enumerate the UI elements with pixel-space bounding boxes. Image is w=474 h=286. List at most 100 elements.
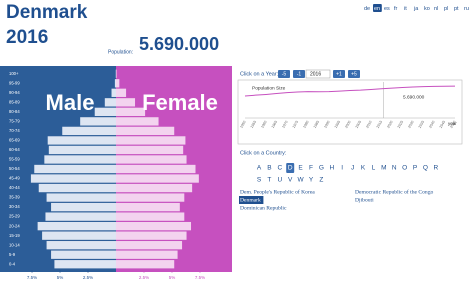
female-bar xyxy=(116,212,185,221)
country-link[interactable]: Djibouti xyxy=(355,197,374,203)
male-bar xyxy=(48,145,117,155)
x-tick-label: 2000 xyxy=(344,120,351,129)
country-title: Denmark xyxy=(6,2,88,23)
age-label: 60-64 xyxy=(9,147,20,152)
female-bar xyxy=(116,88,127,97)
female-bar xyxy=(116,164,196,174)
language-link[interactable]: es xyxy=(384,6,390,12)
letter-link[interactable]: E xyxy=(298,165,303,172)
letter-link[interactable]: M xyxy=(381,165,386,172)
female-bar xyxy=(116,202,180,212)
year-control-label: Click on a Year: xyxy=(240,71,279,77)
year-input[interactable] xyxy=(305,69,331,79)
x-tick-label: 1960 xyxy=(260,120,267,129)
letter-link[interactable]: R xyxy=(433,165,438,172)
x-tick-label: 7.5% xyxy=(195,275,205,280)
language-link[interactable]: fr xyxy=(394,6,398,12)
x-tick-label: 2005 xyxy=(355,120,362,129)
language-link[interactable]: ja xyxy=(413,6,419,12)
female-bar xyxy=(116,221,192,231)
female-bar xyxy=(116,107,146,117)
male-bar xyxy=(42,231,116,240)
x-tick-label: 1955 xyxy=(250,120,257,129)
letter-link[interactable]: Q xyxy=(423,165,428,172)
population-value: 5.690.000 xyxy=(139,34,219,54)
letter-link[interactable]: O xyxy=(402,165,407,172)
age-label: 95-99 xyxy=(9,80,20,85)
age-label: 20-24 xyxy=(9,223,20,228)
female-bar xyxy=(116,79,120,88)
x-tick-label: 1965 xyxy=(271,120,278,129)
year-input-value[interactable]: 2016 xyxy=(310,72,321,78)
language-link[interactable]: nl xyxy=(434,6,438,12)
letter-link[interactable]: K xyxy=(361,165,366,172)
male-bar xyxy=(104,98,116,107)
letter-link[interactable]: J xyxy=(351,165,354,172)
letter-link[interactable]: W xyxy=(298,177,305,184)
letter-link[interactable]: F xyxy=(309,165,313,172)
letter-link[interactable]: Z xyxy=(319,177,323,184)
female-bar xyxy=(116,117,159,126)
language-link[interactable]: pl xyxy=(444,6,448,12)
age-label: 75-79 xyxy=(9,118,20,123)
x-tick-label: 2.5% xyxy=(83,275,93,280)
year-button[interactable] xyxy=(348,70,360,78)
age-label: 45-49 xyxy=(9,176,20,181)
language-link[interactable]: ru xyxy=(464,6,469,12)
age-label: 30-34 xyxy=(9,204,20,209)
country-link[interactable]: Democratic Republic of the Congo xyxy=(355,188,433,195)
letter-link[interactable]: C xyxy=(277,165,282,172)
age-label: 50-54 xyxy=(9,166,20,171)
year-button-label[interactable]: -5 xyxy=(282,72,287,78)
letter-link[interactable]: U xyxy=(277,177,282,184)
letter-link[interactable]: D xyxy=(288,165,293,172)
male-bar xyxy=(44,155,116,164)
male-bar xyxy=(46,193,117,202)
x-tick-label: 1995 xyxy=(334,120,341,129)
letter-link[interactable]: I xyxy=(341,165,343,172)
year-button-label[interactable]: -1 xyxy=(297,72,302,78)
year-button-label[interactable]: +5 xyxy=(351,72,357,78)
language-link[interactable]: ko xyxy=(424,6,430,12)
year-button[interactable] xyxy=(293,70,305,78)
language-link[interactable]: pt xyxy=(454,6,459,12)
language-link[interactable]: de xyxy=(364,6,370,12)
country-link[interactable]: Dominican Republic xyxy=(240,205,287,211)
x-tick-label: 2030 xyxy=(407,120,414,129)
age-label: 15-19 xyxy=(9,233,20,238)
male-bar xyxy=(54,260,116,269)
population-line xyxy=(244,85,456,97)
male-bar xyxy=(51,250,116,259)
year-button[interactable] xyxy=(278,70,290,78)
female-bar xyxy=(116,69,117,78)
letter-link[interactable]: P xyxy=(413,165,417,172)
x-tick-label: 2045 xyxy=(439,120,446,129)
language-link[interactable]: it xyxy=(404,6,407,12)
language-link[interactable]: en xyxy=(374,6,380,12)
letter-link[interactable]: L xyxy=(372,165,376,172)
country-link[interactable]: Dem. People's Republic of Korea xyxy=(240,188,315,195)
letter-link[interactable]: G xyxy=(319,165,324,172)
letter-link[interactable]: B xyxy=(267,165,271,172)
year-button[interactable] xyxy=(333,70,345,78)
letter-link[interactable]: T xyxy=(267,177,271,184)
age-label: 0-4 xyxy=(9,261,16,266)
male-bar xyxy=(111,88,116,97)
year-button-label[interactable]: +1 xyxy=(336,72,342,78)
country-link[interactable]: Denmark xyxy=(240,197,261,203)
letter-link[interactable]: Y xyxy=(309,177,314,184)
letter-link[interactable]: A xyxy=(257,165,262,172)
female-label: Female xyxy=(142,90,218,115)
x-tick-label: 2035 xyxy=(418,120,425,129)
male-label: Male xyxy=(46,90,95,115)
letter-link[interactable]: V xyxy=(288,177,293,184)
female-bar xyxy=(116,145,184,155)
letter-link[interactable]: S xyxy=(257,177,262,184)
age-label: 65-69 xyxy=(9,138,20,143)
letter-link[interactable]: H xyxy=(329,165,334,172)
age-label: 10-14 xyxy=(9,242,20,247)
age-label: 70-74 xyxy=(9,128,20,133)
letter-link[interactable]: N xyxy=(392,165,397,172)
age-label: 40-44 xyxy=(9,185,20,190)
